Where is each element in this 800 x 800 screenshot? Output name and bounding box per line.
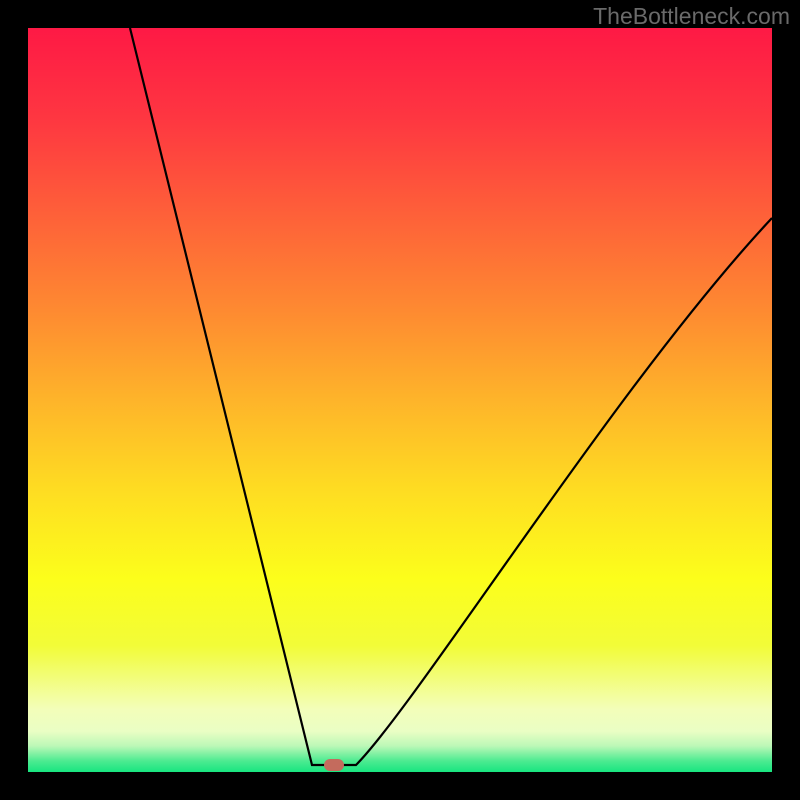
bottleneck-chart: TheBottleneck.com <box>0 0 800 800</box>
chart-svg: TheBottleneck.com <box>0 0 800 800</box>
watermark-text: TheBottleneck.com <box>593 3 790 29</box>
plot-background <box>28 28 772 772</box>
optimum-marker <box>324 759 344 771</box>
